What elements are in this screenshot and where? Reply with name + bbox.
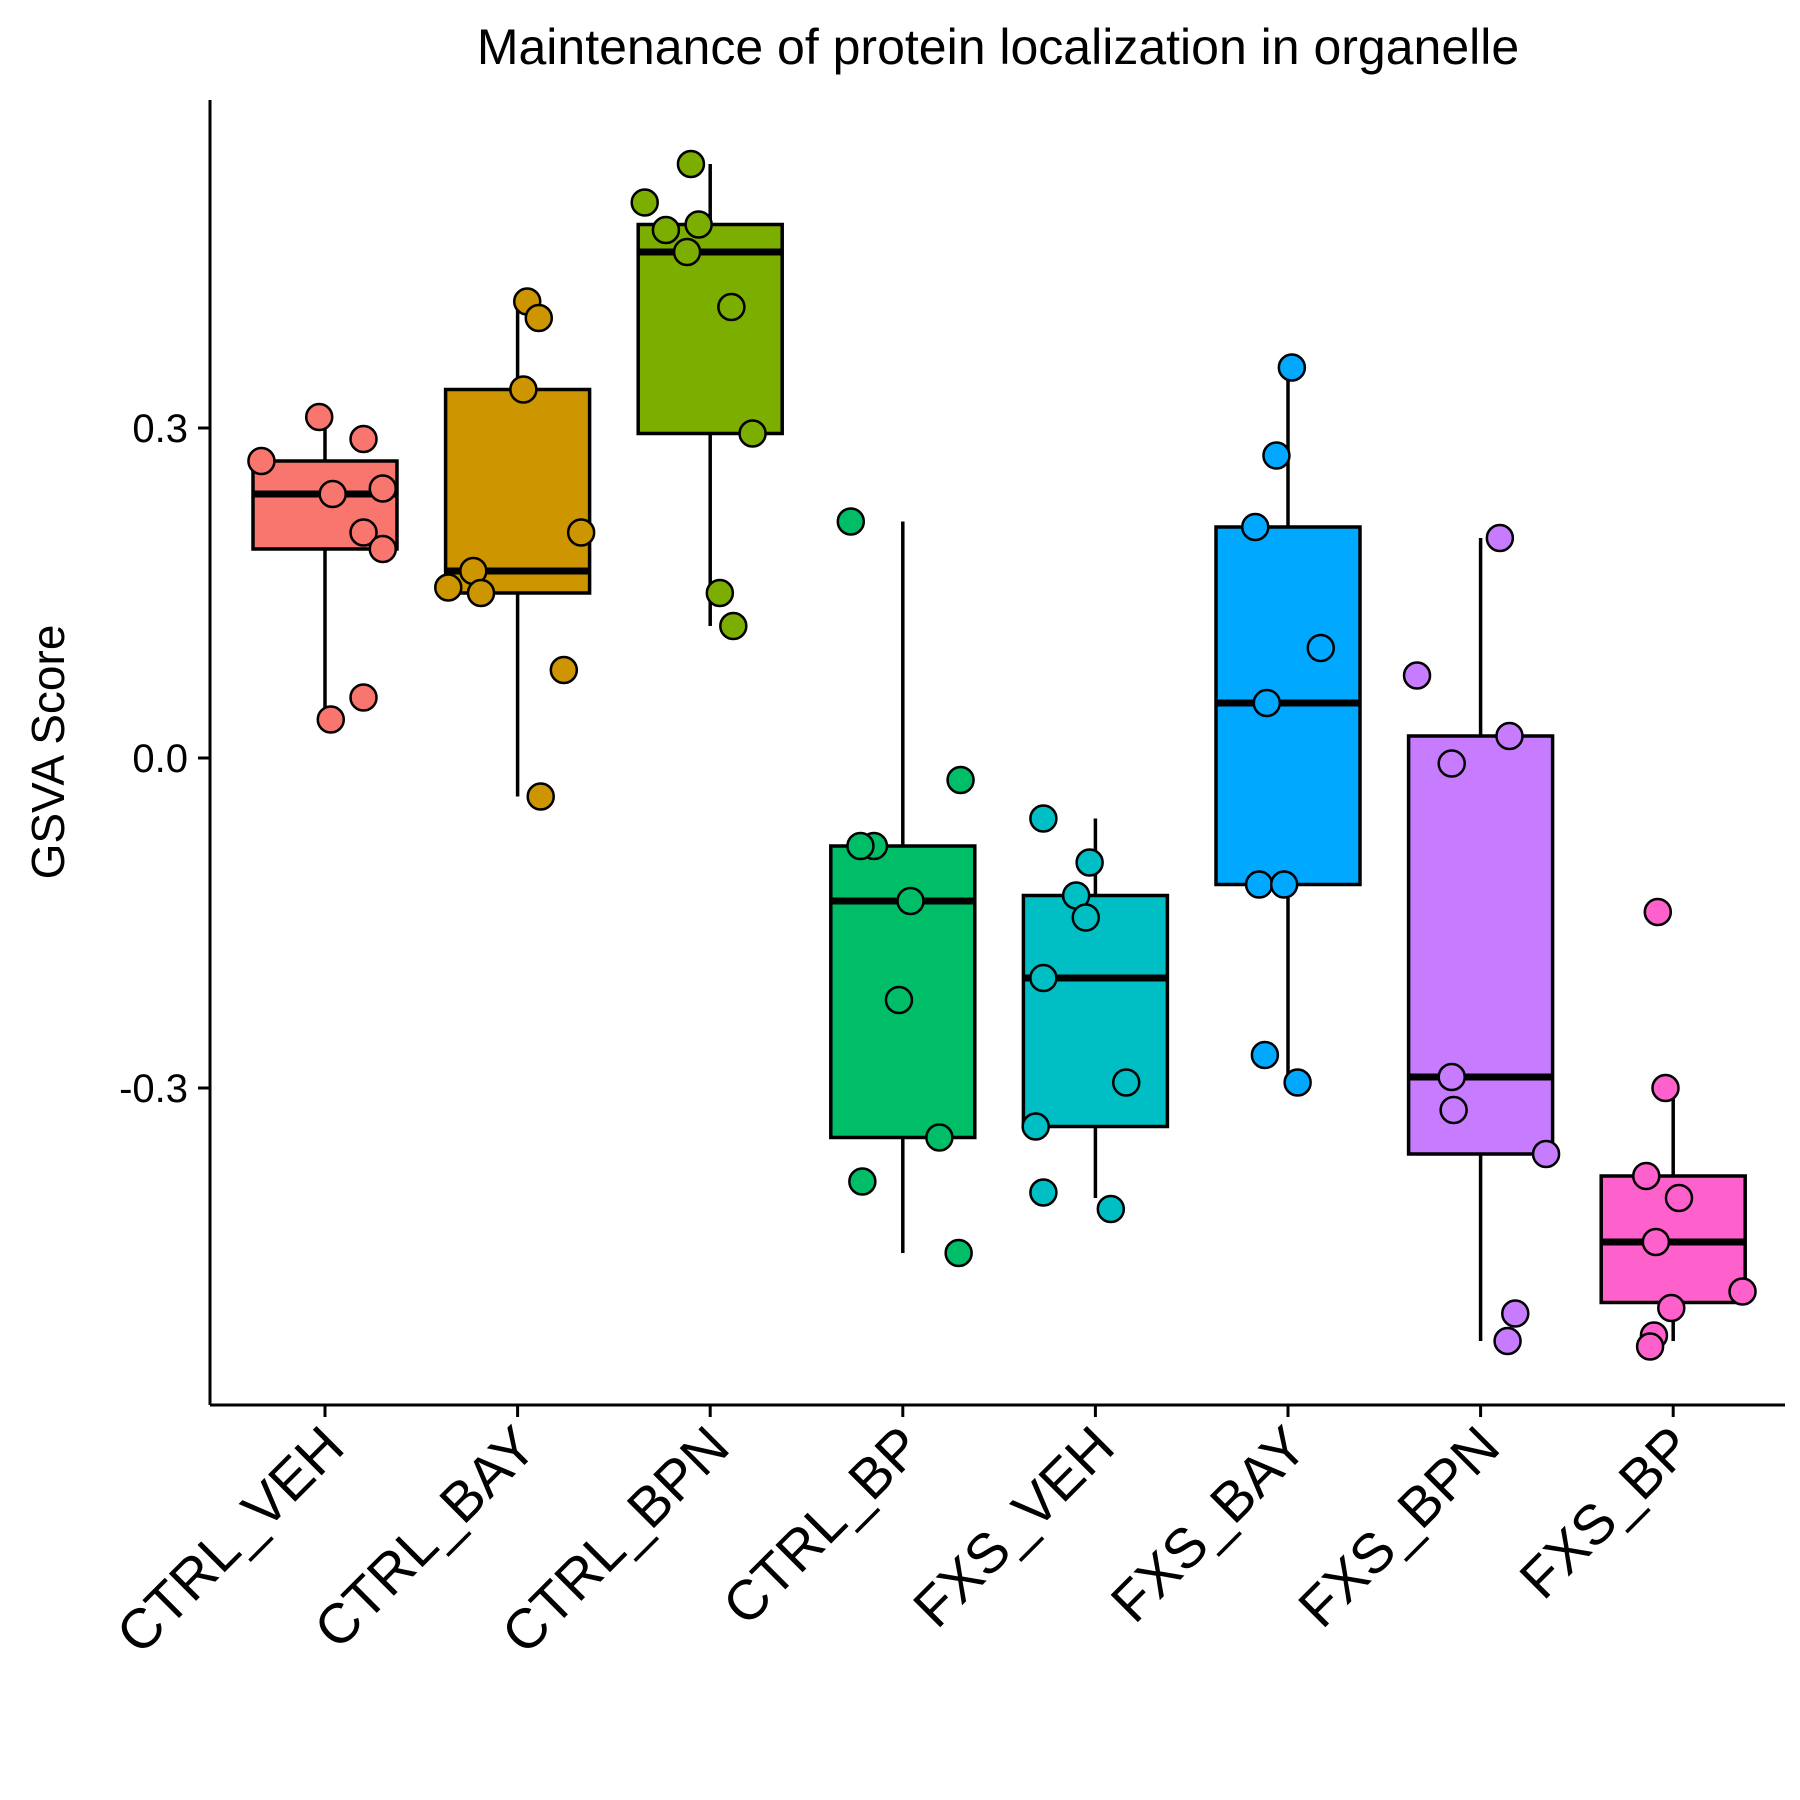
box [1021, 893, 1170, 1129]
data-point [247, 446, 276, 476]
data-point [1269, 870, 1299, 899]
y-tick-label: 0.3 [132, 407, 188, 451]
data-point [1029, 804, 1058, 833]
data-point [1635, 1332, 1665, 1361]
data-point [630, 188, 659, 217]
data-point [1277, 353, 1307, 382]
data-point [896, 886, 925, 916]
x-tick-label: FXS_BAY [1099, 1414, 1319, 1634]
data-point [738, 419, 767, 448]
y-tick-label: 0.0 [132, 737, 188, 781]
data-point [1437, 749, 1466, 778]
data-point [1641, 1227, 1671, 1257]
data-point [349, 424, 378, 454]
data-point [1501, 1299, 1530, 1328]
data-point [651, 215, 681, 245]
data-point [884, 985, 914, 1015]
data-point [1643, 897, 1673, 927]
data-point [1071, 903, 1101, 932]
data-point [925, 1123, 954, 1152]
data-point [349, 683, 378, 712]
data-point [434, 573, 463, 602]
data-point [524, 303, 554, 333]
data-point [848, 1167, 877, 1196]
x-tick-label: FXS_VEH [901, 1414, 1126, 1639]
box-group-ctrl-bp [829, 507, 977, 1268]
data-point [1664, 1183, 1694, 1213]
data-point [318, 479, 347, 509]
data-point [1402, 661, 1432, 690]
data-point [1252, 688, 1282, 718]
data-point [1657, 1293, 1686, 1323]
data-point [1651, 1073, 1680, 1103]
data-point [946, 765, 975, 795]
data-point [1495, 721, 1524, 751]
data-point [509, 375, 538, 404]
data-point [349, 518, 378, 547]
data-point [368, 534, 398, 564]
box-group-fxs-bpn [1402, 523, 1561, 1356]
data-point [368, 474, 398, 503]
data-point [1437, 1062, 1466, 1092]
data-point [836, 507, 866, 536]
data-point [1244, 870, 1274, 899]
data-point [1021, 1112, 1050, 1141]
y-tick-label: -0.3 [119, 1067, 188, 1111]
data-point [944, 1238, 973, 1268]
data-point [549, 655, 579, 685]
data-point [304, 402, 334, 432]
plot-area [247, 149, 1757, 1361]
x-tick-label: FXS_BPN [1286, 1414, 1511, 1639]
data-point [1096, 1194, 1126, 1224]
data-point [1728, 1277, 1757, 1306]
box-group-ctrl-bpn [630, 149, 784, 641]
axes [198, 100, 1785, 1417]
x-tick-label: FXS_BP [1507, 1414, 1703, 1610]
data-point [1029, 963, 1058, 993]
y-axis-label: GSVA Score [22, 625, 74, 880]
data-point [1493, 1326, 1522, 1356]
data-point [1439, 1095, 1468, 1125]
data-point [1531, 1139, 1561, 1169]
chart-title: Maintenance of protein localization in o… [477, 19, 1519, 75]
box [1406, 734, 1555, 1156]
data-point [1029, 1178, 1058, 1207]
data-point [1262, 441, 1291, 470]
data-point [1306, 633, 1335, 663]
data-point [719, 611, 748, 641]
box-group-ctrl-bay [434, 287, 596, 811]
data-point [316, 705, 346, 734]
data-point [1485, 523, 1515, 553]
data-point [1241, 512, 1270, 542]
data-point [1631, 1161, 1661, 1191]
box [636, 222, 784, 436]
box-group-ctrl-veh [247, 402, 399, 734]
box-group-fxs-veh [1021, 804, 1170, 1224]
data-point [846, 831, 875, 861]
data-point [676, 149, 706, 179]
data-point [684, 210, 713, 239]
data-point [466, 578, 496, 608]
data-point [672, 237, 702, 267]
data-point [1075, 848, 1104, 877]
data-point [1283, 1068, 1312, 1097]
box-group-fxs-bay [1214, 353, 1362, 1097]
data-point [526, 782, 555, 811]
data-point [566, 518, 596, 547]
data-point [1250, 1040, 1280, 1070]
box-group-fxs-bp [1599, 897, 1757, 1361]
data-point [1111, 1068, 1141, 1097]
data-point [717, 292, 746, 322]
data-point [705, 578, 735, 608]
x-tick-label: CTRL_BP [710, 1414, 933, 1637]
